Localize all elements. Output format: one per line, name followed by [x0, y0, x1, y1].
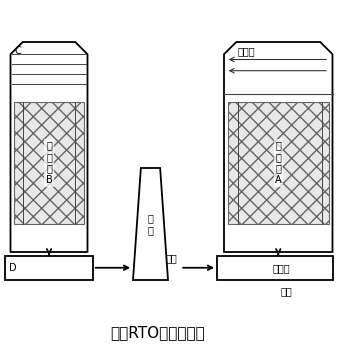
Polygon shape: [133, 168, 168, 280]
Text: D: D: [9, 263, 17, 273]
Bar: [5, 256, 93, 280]
Bar: [217, 256, 332, 280]
Text: 蓄
热
室
A: 蓄 热 室 A: [275, 140, 281, 185]
Text: 蓄
热
室
B: 蓄 热 室 B: [46, 140, 52, 185]
Text: 燃烧室: 燃烧室: [238, 46, 256, 56]
Text: C: C: [15, 46, 21, 56]
Polygon shape: [224, 42, 332, 252]
Bar: [14, 102, 84, 224]
Text: 状态: 状态: [280, 286, 292, 296]
Text: 进气: 进气: [166, 253, 177, 264]
Bar: [228, 102, 329, 224]
Polygon shape: [10, 42, 88, 252]
Text: 烟
囱: 烟 囱: [148, 213, 153, 235]
Text: 二室RTO工作原理图: 二室RTO工作原理图: [110, 325, 205, 340]
Text: 换向阀: 换向阀: [273, 263, 290, 273]
